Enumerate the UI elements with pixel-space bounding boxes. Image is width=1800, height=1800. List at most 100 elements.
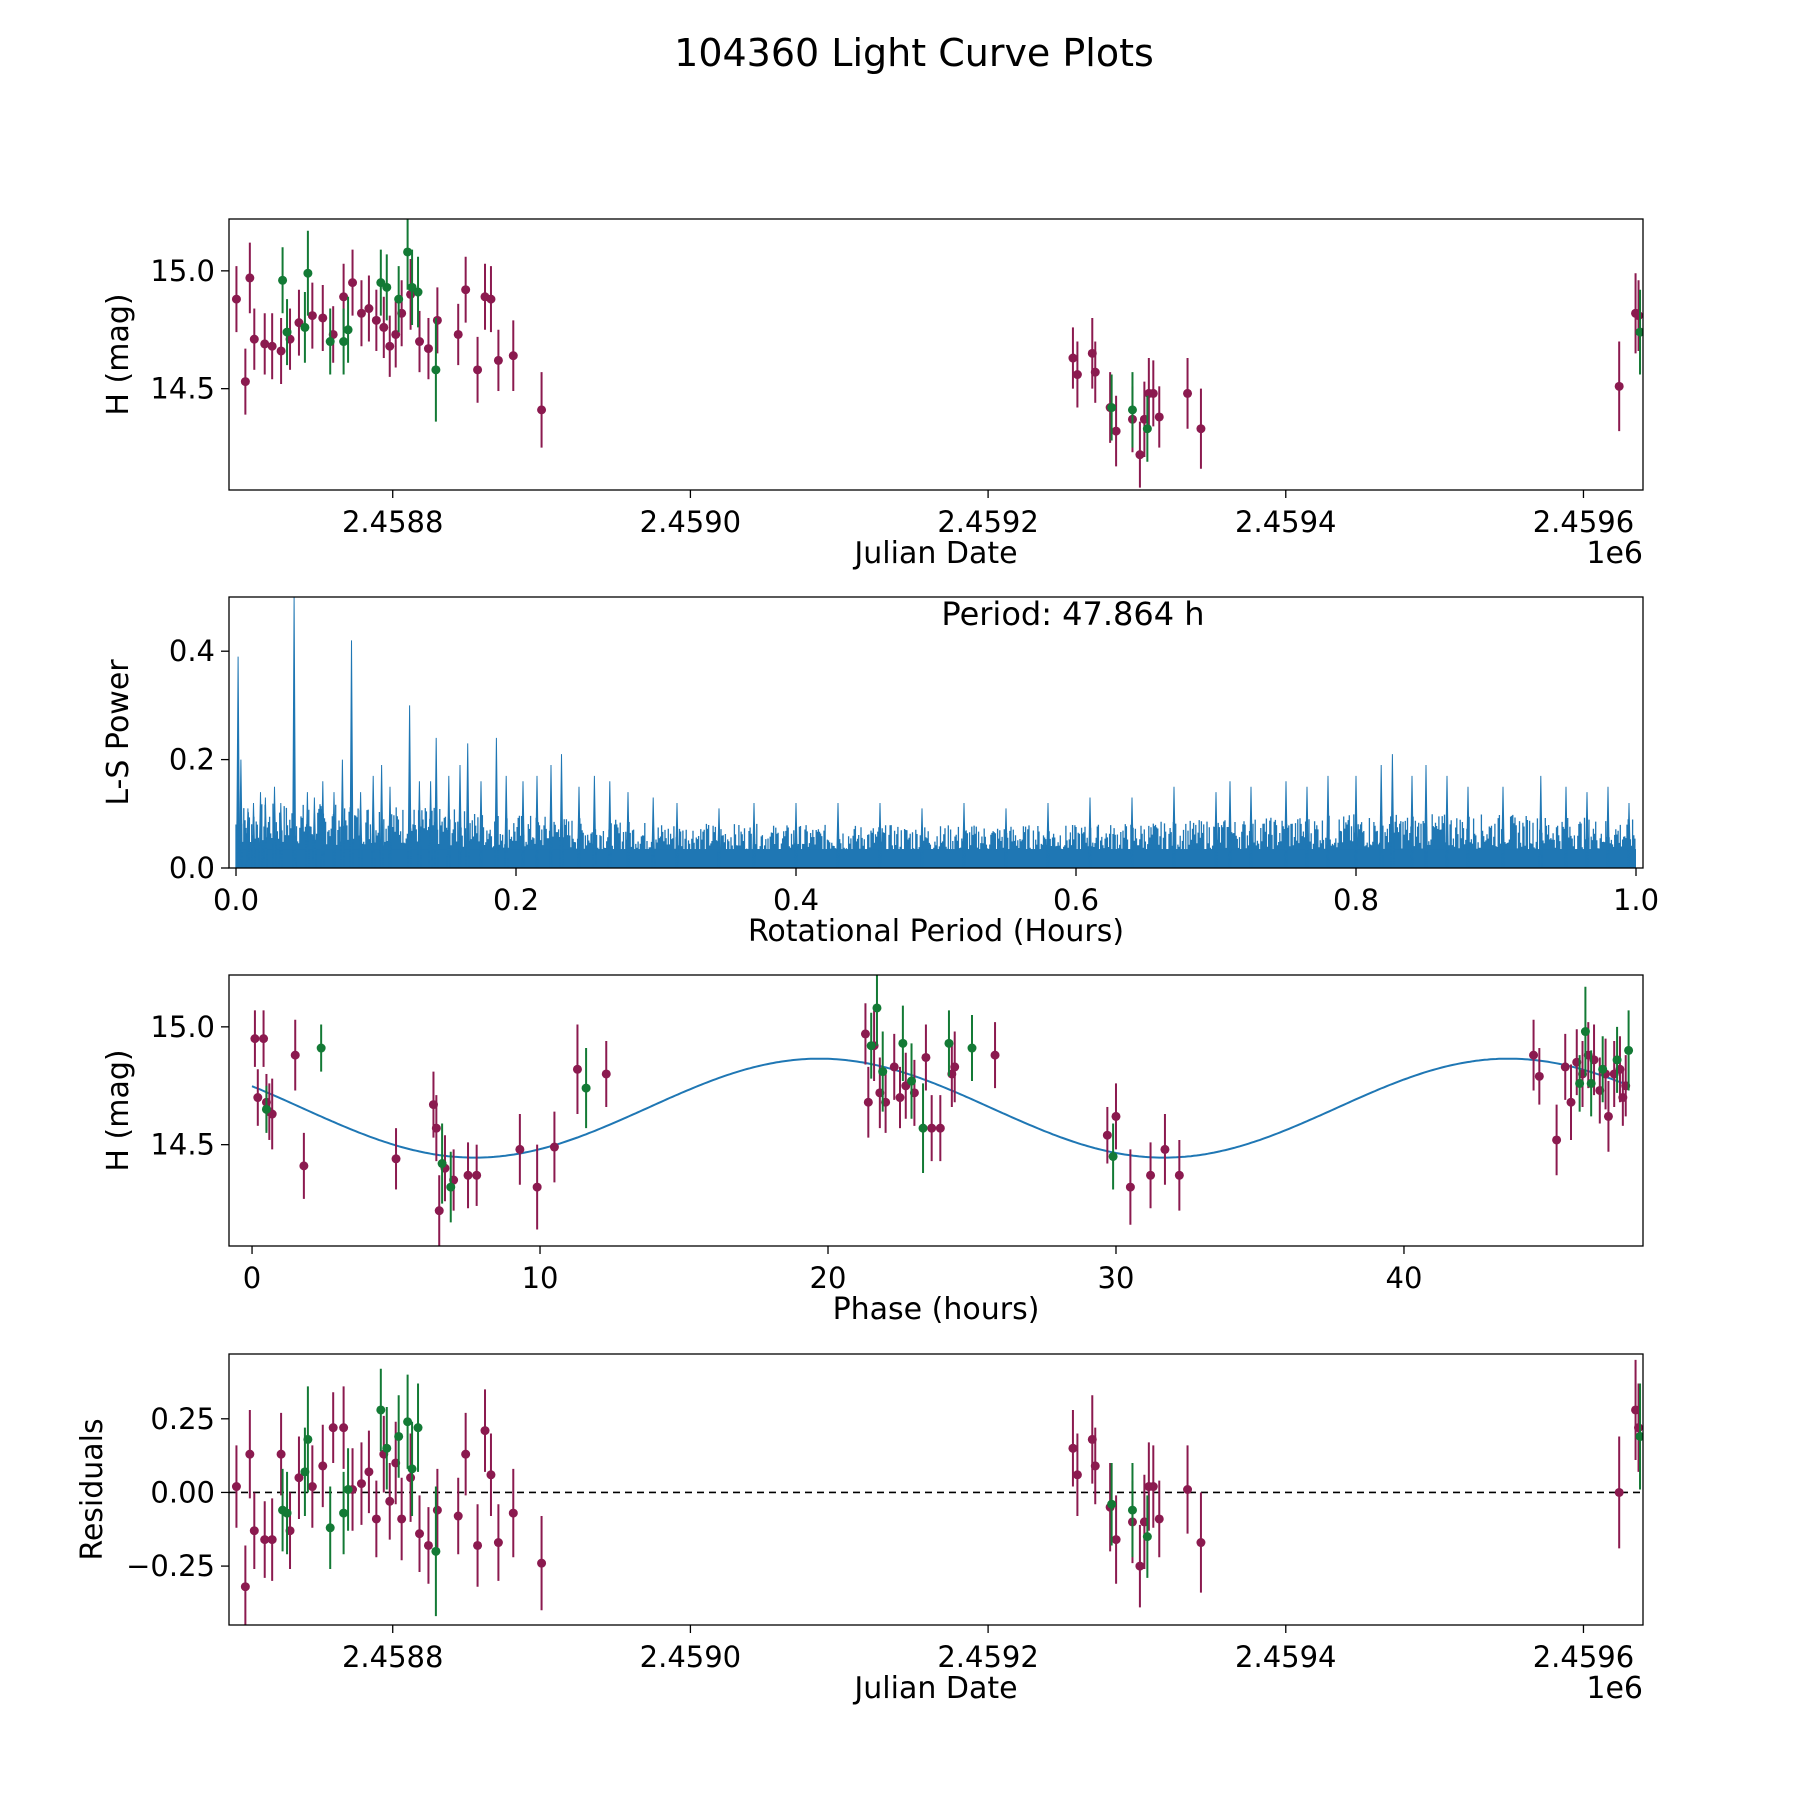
periodogram-peak bbox=[258, 792, 263, 868]
periodogram-peak bbox=[1325, 775, 1331, 868]
data-point bbox=[328, 1423, 338, 1433]
x-tick-label: 10 bbox=[522, 1261, 559, 1295]
data-point bbox=[325, 337, 335, 347]
y-tick-label: 14.5 bbox=[150, 372, 215, 406]
model-curve bbox=[251, 1057, 1629, 1159]
x-tick-label: 2.4588 bbox=[342, 1640, 443, 1674]
data-point bbox=[371, 315, 381, 325]
periodogram-peak bbox=[292, 765, 297, 868]
y-tick-label: −0.25 bbox=[126, 1549, 215, 1583]
data-point bbox=[260, 1535, 270, 1545]
data-point bbox=[403, 247, 413, 257]
periodogram-peak bbox=[1563, 786, 1569, 868]
periodogram-peak bbox=[312, 797, 317, 868]
data-point bbox=[572, 1064, 582, 1074]
data-point bbox=[290, 1050, 300, 1060]
periodogram-peak bbox=[428, 781, 433, 868]
data-point bbox=[1135, 450, 1145, 460]
data-point bbox=[907, 1076, 917, 1086]
data-point bbox=[407, 1464, 417, 1474]
panel-light_curve: 2.4588 2.4590 2.4592 2.4594 2.4596 14.5 15.0 Ju… bbox=[101, 218, 1644, 571]
data-point bbox=[1072, 1470, 1082, 1480]
data-point bbox=[1107, 1499, 1117, 1509]
periodogram-peak bbox=[236, 656, 241, 868]
data-point bbox=[245, 273, 255, 283]
data-point bbox=[889, 1062, 899, 1072]
data-point bbox=[950, 1062, 960, 1072]
data-point bbox=[1154, 1514, 1164, 1524]
data-point bbox=[307, 311, 317, 321]
data-point bbox=[895, 1093, 905, 1103]
periodogram-peak bbox=[576, 786, 582, 868]
data-point bbox=[1634, 311, 1643, 321]
data-point bbox=[493, 1538, 503, 1548]
data-point bbox=[1146, 1170, 1156, 1180]
periodogram-peak bbox=[340, 759, 345, 868]
data-point bbox=[276, 1449, 286, 1459]
data-point bbox=[990, 1050, 1000, 1060]
data-point bbox=[364, 1467, 374, 1477]
data-point bbox=[343, 325, 353, 335]
x-offset-label: 1e6 bbox=[1586, 536, 1643, 571]
data-point bbox=[1529, 1050, 1539, 1060]
data-point bbox=[1612, 1055, 1622, 1065]
data-point bbox=[1148, 1482, 1158, 1492]
data-point bbox=[260, 339, 270, 349]
data-point bbox=[267, 1535, 277, 1545]
axes-frame bbox=[228, 974, 1644, 1247]
data-point bbox=[294, 1473, 304, 1483]
data-point bbox=[863, 1097, 873, 1107]
data-point bbox=[878, 1067, 888, 1077]
data-point bbox=[446, 1182, 456, 1192]
data-point bbox=[1142, 424, 1152, 434]
periodogram-peak bbox=[457, 765, 463, 868]
data-point bbox=[1160, 1144, 1170, 1154]
data-point bbox=[453, 1511, 463, 1521]
data-point bbox=[278, 275, 288, 285]
data-point bbox=[249, 1526, 259, 1536]
x-tick-label: 2.4588 bbox=[342, 505, 443, 539]
x-axis-label: Julian Date bbox=[852, 1671, 1017, 1706]
data-point bbox=[473, 365, 483, 375]
periodogram-peak bbox=[1248, 786, 1254, 868]
periodogram-peak bbox=[751, 802, 757, 868]
data-point bbox=[1125, 1182, 1135, 1192]
data-point bbox=[1196, 424, 1206, 434]
periodogram-peak bbox=[494, 737, 499, 868]
data-point bbox=[921, 1052, 931, 1062]
data-point bbox=[385, 341, 395, 351]
data-point bbox=[267, 341, 277, 351]
periodogram-peak bbox=[1087, 797, 1093, 868]
periodogram-peak bbox=[835, 802, 841, 868]
data-point bbox=[1127, 1505, 1137, 1515]
data-point bbox=[480, 1426, 490, 1436]
periodogram-peak bbox=[1605, 786, 1611, 868]
periodogram-peak bbox=[592, 775, 597, 868]
periodogram-peak bbox=[1283, 781, 1289, 868]
data-point bbox=[391, 329, 401, 339]
y-axis-label: H (mag) bbox=[101, 1049, 136, 1171]
data-point bbox=[508, 351, 518, 361]
periodogram-peak bbox=[674, 802, 680, 868]
data-point bbox=[1635, 327, 1643, 337]
data-point bbox=[261, 1104, 271, 1114]
y-tick-label: 0.2 bbox=[169, 743, 215, 777]
data-point bbox=[1534, 1071, 1544, 1081]
x-tick-label: 40 bbox=[1386, 1261, 1423, 1295]
data-point bbox=[935, 1123, 945, 1133]
periodogram-peak bbox=[1379, 765, 1384, 868]
data-point bbox=[339, 292, 349, 302]
panel-phase_folded: 0 10 20 30 40 14.5 15.0 Phase (hours) H (mag) bbox=[101, 974, 1644, 1327]
data-point bbox=[282, 327, 292, 337]
data-point bbox=[339, 337, 349, 347]
y-tick-label: 15.0 bbox=[150, 1010, 215, 1044]
periodogram-peak bbox=[371, 775, 376, 868]
data-point bbox=[303, 268, 313, 278]
data-point bbox=[1111, 1111, 1121, 1121]
periodogram-peak bbox=[793, 802, 799, 868]
data-point bbox=[927, 1123, 937, 1133]
x-tick-label: 2.4596 bbox=[1533, 505, 1634, 539]
periodogram-peak bbox=[349, 640, 354, 868]
data-point bbox=[413, 287, 423, 297]
